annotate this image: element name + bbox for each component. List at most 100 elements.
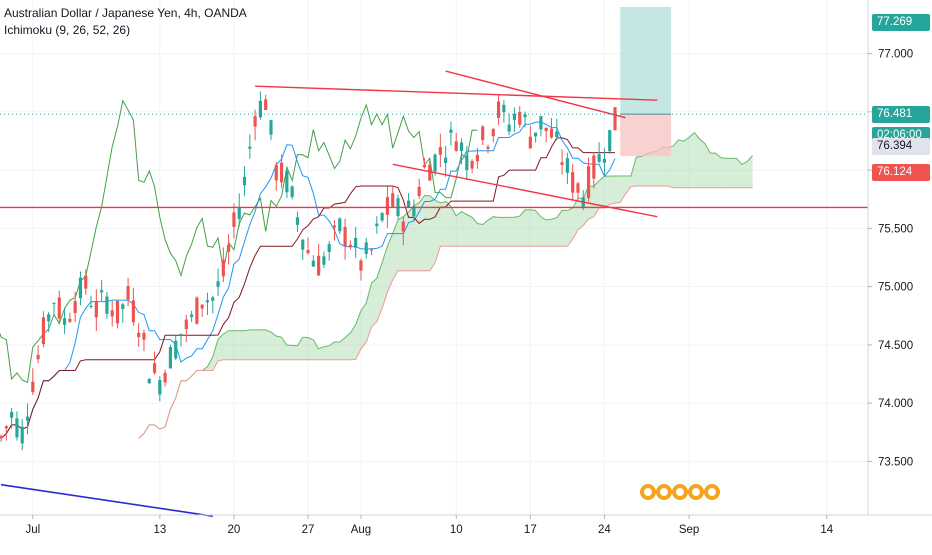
candle-body xyxy=(338,218,342,232)
cloud-segment xyxy=(503,217,510,247)
candle-body xyxy=(576,183,580,193)
candle-body xyxy=(306,249,310,254)
candle-body xyxy=(174,340,178,359)
cloud-segment xyxy=(239,330,245,360)
candle-body xyxy=(73,301,77,314)
candle-body xyxy=(565,158,569,173)
candle-body xyxy=(560,162,564,165)
candle-body xyxy=(205,300,210,303)
cloud-segment xyxy=(350,324,356,360)
cloud-segment xyxy=(636,156,642,186)
cloud-segment xyxy=(466,214,473,247)
candle-body xyxy=(290,186,294,198)
candle-body xyxy=(597,154,601,162)
candle-body xyxy=(0,436,3,439)
candle-body xyxy=(332,225,337,228)
symbol-title[interactable]: Australian Dollar / Japanese Yen, 4h, OA… xyxy=(4,6,247,20)
cloud-segment xyxy=(339,337,346,360)
candle-body xyxy=(459,142,464,152)
candle-body xyxy=(68,318,72,322)
cloud-segment xyxy=(662,147,668,186)
candle-body xyxy=(454,141,458,151)
candle-body xyxy=(89,305,93,307)
x-tick-label: 24 xyxy=(598,524,611,536)
cloud-segment xyxy=(498,217,504,247)
cloud-segment xyxy=(281,337,287,360)
candle-body xyxy=(274,164,278,181)
candle-body xyxy=(211,297,215,301)
candle-body xyxy=(502,104,506,113)
cloud-segment xyxy=(530,209,536,247)
x-tick-label: 27 xyxy=(302,524,315,536)
stop-loss-zone xyxy=(620,114,672,157)
candle-body xyxy=(242,176,247,186)
ichimoku-lines xyxy=(0,99,616,439)
trendline-drawings[interactable] xyxy=(0,70,868,517)
candle-body xyxy=(253,116,257,127)
candle-body xyxy=(94,301,98,318)
cloud-segment xyxy=(286,345,293,360)
ichimoku-cloud xyxy=(138,131,753,439)
candle-body xyxy=(179,333,183,337)
cloud-segment xyxy=(551,217,557,247)
cloud-segment xyxy=(477,223,483,247)
candle-body xyxy=(348,244,352,248)
candle-body xyxy=(364,242,368,254)
candle-body xyxy=(523,114,527,118)
cloud-segment xyxy=(371,278,377,327)
candle-body xyxy=(158,380,162,395)
cloud-segment xyxy=(726,158,732,188)
cloud-segment xyxy=(667,146,674,188)
resistance-trendline xyxy=(255,85,658,101)
cloud-segment xyxy=(546,219,552,247)
candle-body xyxy=(465,155,469,171)
price-badge: 76.124 xyxy=(872,163,930,181)
cloud-segment xyxy=(456,211,462,247)
candle-body xyxy=(168,347,173,369)
cloud-segment xyxy=(461,211,467,247)
axes xyxy=(0,0,932,516)
cloud-segment xyxy=(615,175,621,204)
y-tick-label: 74.500 xyxy=(878,340,913,352)
candle-body xyxy=(25,416,30,421)
candle-body xyxy=(407,200,411,208)
candle-body xyxy=(248,146,252,149)
cloud-segment xyxy=(747,155,753,188)
cloud-segment xyxy=(318,346,324,360)
cloud-segment xyxy=(376,262,383,322)
cloud-segment xyxy=(265,329,271,360)
candle-body xyxy=(449,129,453,133)
cloud-segment xyxy=(270,332,277,360)
candle-body xyxy=(486,146,490,149)
cloud-segment xyxy=(382,246,388,309)
candle-body xyxy=(195,297,199,324)
kijun-sen xyxy=(0,137,615,439)
candle-body xyxy=(163,372,167,383)
cloud-segment xyxy=(609,175,616,205)
senkou-span-b xyxy=(138,185,753,439)
long-position-tool[interactable] xyxy=(620,6,672,157)
candle-body xyxy=(31,381,35,393)
candle-body xyxy=(417,186,421,196)
cloud-segment xyxy=(604,176,610,209)
candle-body xyxy=(279,162,284,183)
cloud-segment xyxy=(450,206,457,247)
cloud-segment xyxy=(249,329,256,360)
candle-body xyxy=(444,157,448,164)
cloud-segment xyxy=(297,337,303,360)
indicator-legend[interactable]: Ichimoku (9, 26, 52, 26) xyxy=(4,23,131,37)
candle-body xyxy=(41,317,45,344)
candle-body xyxy=(264,99,268,110)
cloud-segment xyxy=(694,132,700,188)
candle-body xyxy=(481,126,485,141)
axis-ticks: 77.00076.50076.00075.50075.00074.50074.0… xyxy=(25,49,913,536)
candle-body xyxy=(534,132,538,137)
y-tick-label: 75.500 xyxy=(878,223,913,235)
candle-body xyxy=(285,170,289,193)
candle-body xyxy=(142,332,146,340)
cloud-segment xyxy=(525,209,531,247)
cloud-segment xyxy=(673,139,679,188)
cloud-segment xyxy=(715,153,721,188)
